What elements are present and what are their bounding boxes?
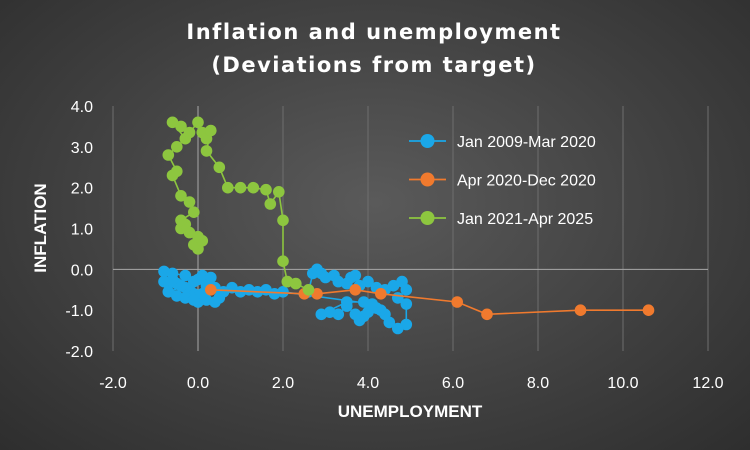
x-tick-label: 2.0 [272,375,294,392]
data-point [234,181,247,194]
data-point [205,124,217,137]
x-tick-label: -2.0 [99,375,127,392]
data-point [315,308,328,321]
data-point [642,304,655,317]
gridlines [112,106,709,351]
data-point [341,296,353,308]
data-point [222,181,234,194]
data-point [264,198,277,210]
x-tick-label: 4.0 [357,375,379,392]
data-point [302,284,315,296]
legend-label: Apr 2020-Dec 2020 [457,173,596,190]
data-point [375,288,387,300]
x-tick-label: 6.0 [442,375,464,392]
data-point [349,284,362,296]
y-axis-title: INFLATION [31,183,50,272]
legend-marker [420,211,435,225]
data-point [183,196,196,208]
data-point [451,296,464,308]
data-point [175,190,187,202]
y-tick-label: 2.0 [71,181,93,198]
legend-marker [420,134,435,148]
legend-marker [420,172,435,187]
legend-label: Jan 2021-Apr 2025 [457,211,593,228]
data-point [162,149,175,161]
data-point [366,298,379,310]
y-tick-label: -2.0 [65,344,93,361]
data-point [179,269,192,282]
data-point [277,214,289,227]
data-point [166,267,179,280]
data-point [175,214,187,227]
data-series [158,116,655,335]
legend-entry-1: Apr 2020-Dec 2020 [409,172,596,190]
legend-entry-2: Jan 2021-Apr 2025 [409,211,593,228]
x-tick-label: 10.0 [607,375,638,392]
data-point [362,275,374,288]
data-point [260,183,272,196]
chart-title-line-1: Inflation and unemployment [186,20,561,44]
x-tick-label: 0.0 [187,375,209,392]
axes: -2.0 0.0 2.0 4.0 6.0 8.0 10.0 12.0 -2.0 -1.0 0.0 1.… [65,99,723,392]
data-point [400,284,413,296]
data-point [290,277,302,290]
data-point [349,308,362,321]
x-tick-label: 12.0 [692,375,723,392]
data-point [273,186,285,198]
data-point [171,165,183,178]
data-point [171,141,183,153]
data-point [349,269,362,282]
x-axis-title: UNEMPLOYMENT [338,402,483,421]
data-point [392,322,404,335]
data-point [205,284,217,296]
data-point [188,206,200,218]
data-point [158,275,170,288]
data-point [200,145,213,157]
data-point [183,126,196,139]
series-1 [205,284,655,321]
y-tick-label: 3.0 [71,140,93,157]
legend: Jan 2009-Mar 2020 Apr 2020-Dec 2020 Jan 20… [409,134,596,228]
data-point [188,294,200,306]
x-tick-label: 8.0 [527,375,549,392]
legend-entry-0: Jan 2009-Mar 2020 [409,134,596,151]
y-tick-label: 1.0 [71,222,93,239]
data-point [400,298,413,310]
data-point [192,116,204,129]
y-tick-label: 0.0 [71,262,93,279]
data-point [277,255,289,267]
data-point [175,120,187,133]
y-tick-label: -1.0 [65,303,93,320]
legend-label: Jan 2009-Mar 2020 [457,134,596,151]
data-point [213,161,226,174]
data-point [481,308,493,321]
chart-title-line-2: (Deviations from target) [211,53,536,77]
data-point [574,304,587,317]
data-point [247,181,260,194]
series-2 [162,116,315,296]
y-tick-label: 4.0 [71,99,93,116]
